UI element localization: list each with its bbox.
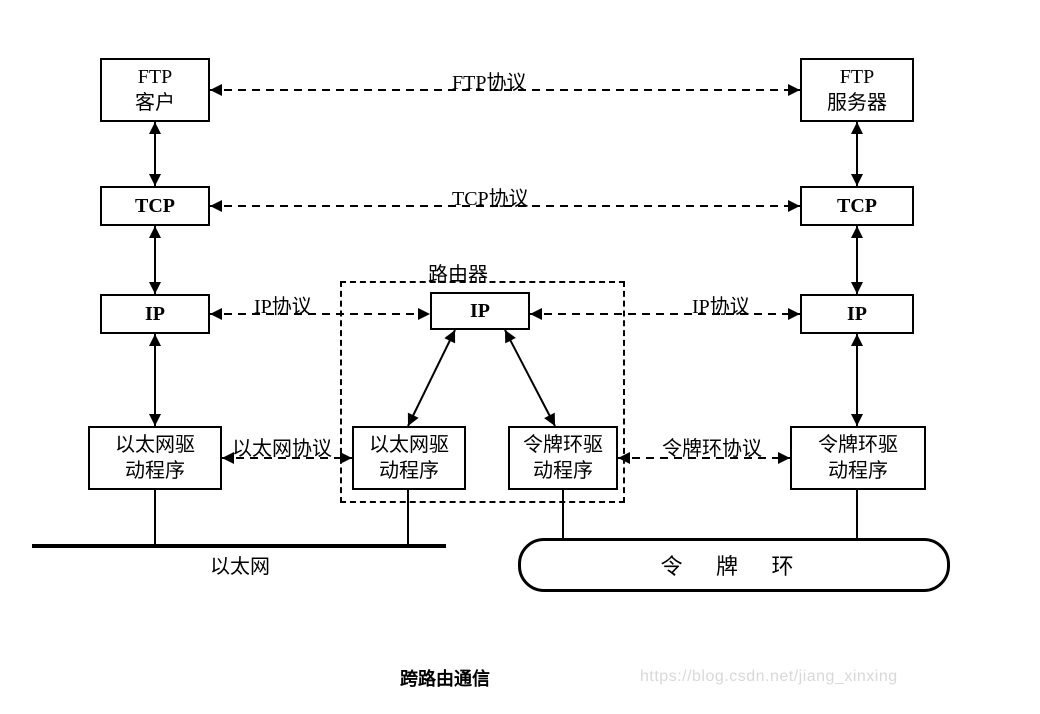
router-frame [340, 281, 625, 503]
node-tcp-left: TCP [100, 186, 210, 226]
edge-label-e-ip-proto-r: IP协议 [692, 290, 750, 319]
node-ftp-server: FTP服务器 [800, 58, 914, 122]
token-ring: 令 牌 环 [518, 538, 950, 592]
edge-label-e-eth-proto: 以太网协议 [232, 432, 332, 461]
watermark: https://blog.csdn.net/jiang_xinxing [640, 668, 898, 686]
node-ftp-client: FTP客户 [100, 58, 210, 122]
node-eth-left: 以太网驱动程序 [88, 426, 222, 490]
ethernet-label: 以太网 [210, 550, 270, 579]
router-label: 路由器 [428, 258, 488, 287]
edge-label-e-tr-proto: 令牌环协议 [662, 432, 762, 461]
edge-label-e-tcp-proto: TCP协议 [452, 182, 529, 211]
node-tokenring-right: 令牌环驱动程序 [790, 426, 926, 490]
edge-label-e-ip-proto-l: IP协议 [254, 290, 312, 319]
caption: 跨路由通信 [400, 665, 490, 691]
node-ip-left: IP [100, 294, 210, 334]
node-ip-right: IP [800, 294, 914, 334]
node-tcp-right: TCP [800, 186, 914, 226]
ethernet-bus [32, 544, 446, 548]
edge-label-e-ftp-proto: FTP协议 [452, 66, 526, 95]
